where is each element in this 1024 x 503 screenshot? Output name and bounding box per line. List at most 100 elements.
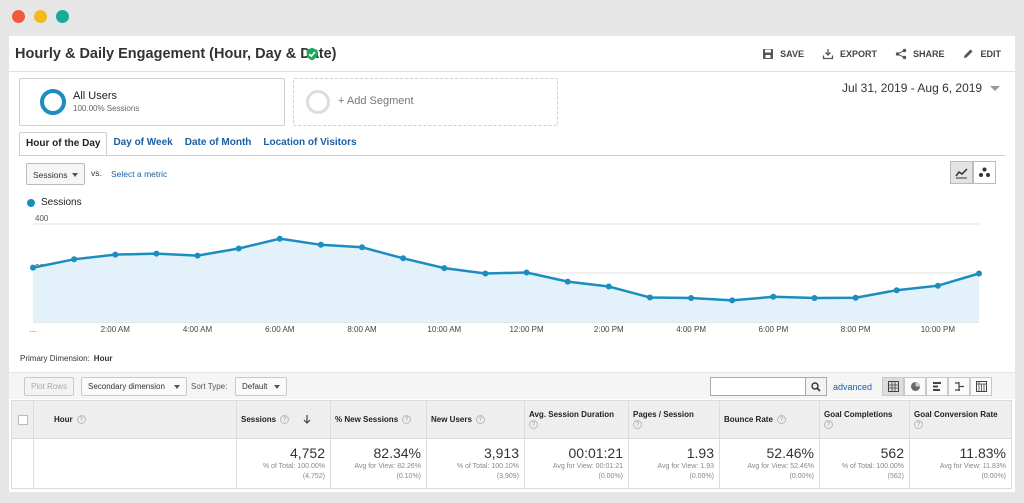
select-all-checkbox[interactable] — [17, 414, 28, 425]
help-icon[interactable]: ? — [76, 415, 86, 425]
column-header-sessions[interactable]: Sessions? — [236, 400, 331, 439]
add-segment-button[interactable]: + Add Segment — [293, 78, 558, 126]
x-tick-label: 6:00 PM — [758, 325, 788, 334]
pivot-table-icon — [975, 381, 987, 392]
pivot-view-button[interactable] — [970, 377, 992, 396]
column-header-avg-session-duration[interactable]: Avg. Session Duration? — [524, 400, 629, 439]
help-icon[interactable]: ? — [402, 415, 412, 425]
totals-value: 00:01:21 — [568, 445, 624, 461]
tab-date-of-month[interactable]: Date of Month — [184, 137, 252, 148]
totals-sub: (0.00%) — [789, 473, 814, 480]
edit-label: EDIT — [980, 49, 1001, 59]
select-metric-link[interactable]: Select a metric — [111, 169, 168, 179]
legend-swatch — [27, 198, 35, 207]
help-icon[interactable]: ? — [529, 419, 538, 429]
sessions-series-line — [32, 237, 980, 302]
totals-row: 4,752 % of Total: 100.00% (4,752) 82.34% Av… — [11, 438, 1012, 489]
help-icon[interactable]: ? — [776, 415, 786, 425]
primary-dimension-value[interactable]: Hour — [93, 354, 113, 363]
totals-new-sessions-cell: 82.34% Avg for View: 82.26% (0.10%) — [330, 438, 427, 489]
x-tick-label: 10:00 AM — [427, 325, 461, 334]
share-icon — [895, 48, 907, 60]
column-header-label: Bounce Rate — [724, 414, 773, 424]
column-header-label: Pages / Session — [633, 410, 694, 420]
sessions-data-point — [359, 244, 365, 251]
totals-value: 3,913 — [483, 445, 519, 461]
chart-legend: Sessions — [27, 197, 82, 208]
segment-all-users[interactable]: All Users 100.00% Sessions — [19, 78, 285, 126]
sessions-data-point — [564, 278, 571, 285]
column-header-goal-completions[interactable]: Goal Completions? — [819, 400, 910, 439]
totals-sub: % of Total: 100.10% — [456, 463, 519, 470]
minimize-window-button[interactable] — [34, 10, 47, 23]
table-header-row: Hour? Sessions? % New Sessions? New User… — [11, 400, 1012, 439]
maximize-window-button[interactable] — [56, 10, 69, 23]
sessions-data-point — [30, 264, 36, 271]
x-tick-label: 12:00 PM — [509, 325, 544, 334]
segment-sub: 100.00% Sessions — [73, 104, 140, 113]
caret-down-icon — [72, 173, 78, 177]
help-icon[interactable]: ? — [633, 419, 642, 429]
column-header-pages-per-session[interactable]: Pages / Session? — [628, 400, 720, 439]
line-chart-button[interactable] — [950, 161, 973, 184]
edit-button[interactable]: EDIT — [962, 48, 1001, 60]
bubble-chart-icon — [979, 167, 990, 177]
x-tick-label: 6:00 AM — [265, 325, 295, 334]
share-button[interactable]: SHARE — [895, 48, 945, 60]
metric-dropdown[interactable]: Sessions — [26, 163, 85, 185]
export-button[interactable]: EXPORT — [822, 48, 877, 60]
help-icon[interactable]: ? — [824, 419, 833, 429]
sessions-data-point — [770, 293, 777, 300]
verified-check-icon — [306, 47, 318, 61]
totals-value: 562 — [880, 445, 904, 461]
help-icon[interactable]: ? — [475, 415, 485, 425]
totals-pages-cell: 1.93 Avg for View: 1.93 (0.00%) — [628, 438, 720, 489]
help-icon[interactable]: ? — [280, 415, 290, 425]
motion-chart-button[interactable] — [973, 161, 996, 184]
search-button[interactable] — [805, 377, 827, 396]
report-tabs: Hour of the Day Day of Week Date of Mont… — [19, 132, 363, 156]
pie-view-button[interactable] — [904, 377, 926, 396]
sessions-data-point — [482, 270, 489, 277]
column-header-goal-conversion-rate[interactable]: Goal Conversion Rate? — [909, 400, 1012, 439]
column-header-bounce-rate[interactable]: Bounce Rate? — [719, 400, 820, 439]
column-header-label: Sessions — [241, 414, 277, 424]
sessions-data-point — [317, 241, 324, 248]
primary-dimension: Primary Dimension: Hour — [20, 354, 112, 363]
legend-label: Sessions — [41, 197, 82, 208]
share-label: SHARE — [912, 49, 945, 59]
secondary-dimension-dropdown[interactable]: Secondary dimension — [81, 377, 187, 396]
totals-sub: (0.00%) — [689, 473, 714, 480]
sort-descending-icon — [303, 415, 311, 425]
comparison-view-button[interactable] — [948, 377, 970, 396]
x-tick-label: 4:00 PM — [676, 325, 706, 334]
column-header-label: Avg. Session Duration — [529, 410, 615, 420]
sort-type-dropdown[interactable]: Default — [235, 377, 287, 396]
advanced-filter-link[interactable]: advanced — [833, 382, 873, 392]
close-window-button[interactable] — [12, 10, 25, 23]
tab-hour-of-the-day[interactable]: Hour of the Day — [19, 132, 108, 156]
primary-dimension-label: Primary Dimension: — [20, 354, 90, 363]
column-header-new-sessions[interactable]: % New Sessions? — [330, 400, 427, 439]
sessions-data-point — [523, 269, 530, 276]
x-tick-label: 10:00 PM — [921, 325, 956, 334]
table-view-buttons — [882, 377, 992, 396]
table-search-input[interactable] — [710, 377, 806, 396]
plot-rows-button[interactable]: Plot Rows — [24, 377, 75, 396]
chart-type-buttons — [950, 161, 996, 184]
data-table-view-button[interactable] — [882, 377, 904, 396]
sessions-data-point — [893, 287, 900, 294]
x-tick-label: 8:00 AM — [347, 325, 377, 334]
column-header-label: New Users — [431, 414, 472, 424]
column-header-hour[interactable]: Hour? — [33, 400, 237, 439]
help-icon[interactable]: ? — [914, 419, 923, 429]
totals-sub: Avg for View: 00:01:21 — [552, 463, 623, 470]
tab-location-of-visitors[interactable]: Location of Visitors — [263, 137, 357, 148]
performance-view-button[interactable] — [926, 377, 948, 396]
totals-sub: (0.10%) — [396, 473, 421, 480]
save-button[interactable]: SAVE — [762, 48, 804, 60]
tab-day-of-week[interactable]: Day of Week — [113, 137, 173, 148]
column-header-new-users[interactable]: New Users? — [426, 400, 525, 439]
date-range-picker[interactable]: Jul 31, 2019 - Aug 6, 2019 — [842, 81, 1001, 95]
sessions-data-point — [647, 294, 653, 301]
